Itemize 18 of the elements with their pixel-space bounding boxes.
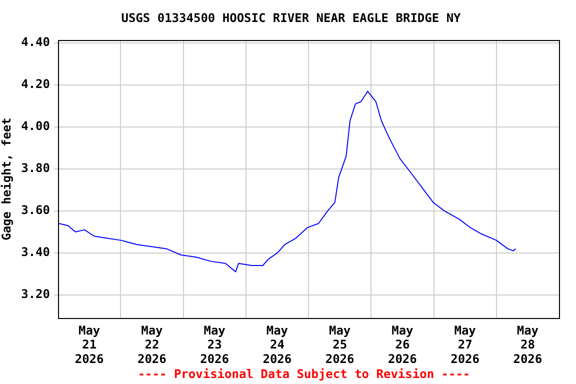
x-tick-label: May 26 2026 [388,323,417,366]
y-tick-label: 3.20 [21,287,50,302]
y-tick-label: 3.60 [21,203,50,218]
x-tick-label: May 25 2026 [325,323,354,366]
y-tick-label: 3.40 [21,245,50,260]
x-tick-label: May 22 2026 [137,323,166,366]
y-axis-title: Gage height, feet [0,118,14,240]
text: ---- Provisional Data Subject to Revision ---- [138,367,470,382]
x-tick-label: May 27 2026 [450,323,480,366]
y-tick-label: 4.40 [21,35,50,50]
chart-title: USGS 01334500 HOOSIC RIVER NEAR EAGLE BRIDGE NY [121,11,462,26]
x-tick-label: May 23 2026 [200,323,230,366]
x-tick-label: May 28 2026 [513,323,542,366]
y-tick-label: 3.80 [21,161,50,176]
y-tick-label: 4.20 [21,77,50,92]
x-tick-label: May 21 2026 [74,323,104,366]
x-tick-label: May 24 2026 [262,323,292,366]
y-tick-label: 4.00 [21,119,50,134]
